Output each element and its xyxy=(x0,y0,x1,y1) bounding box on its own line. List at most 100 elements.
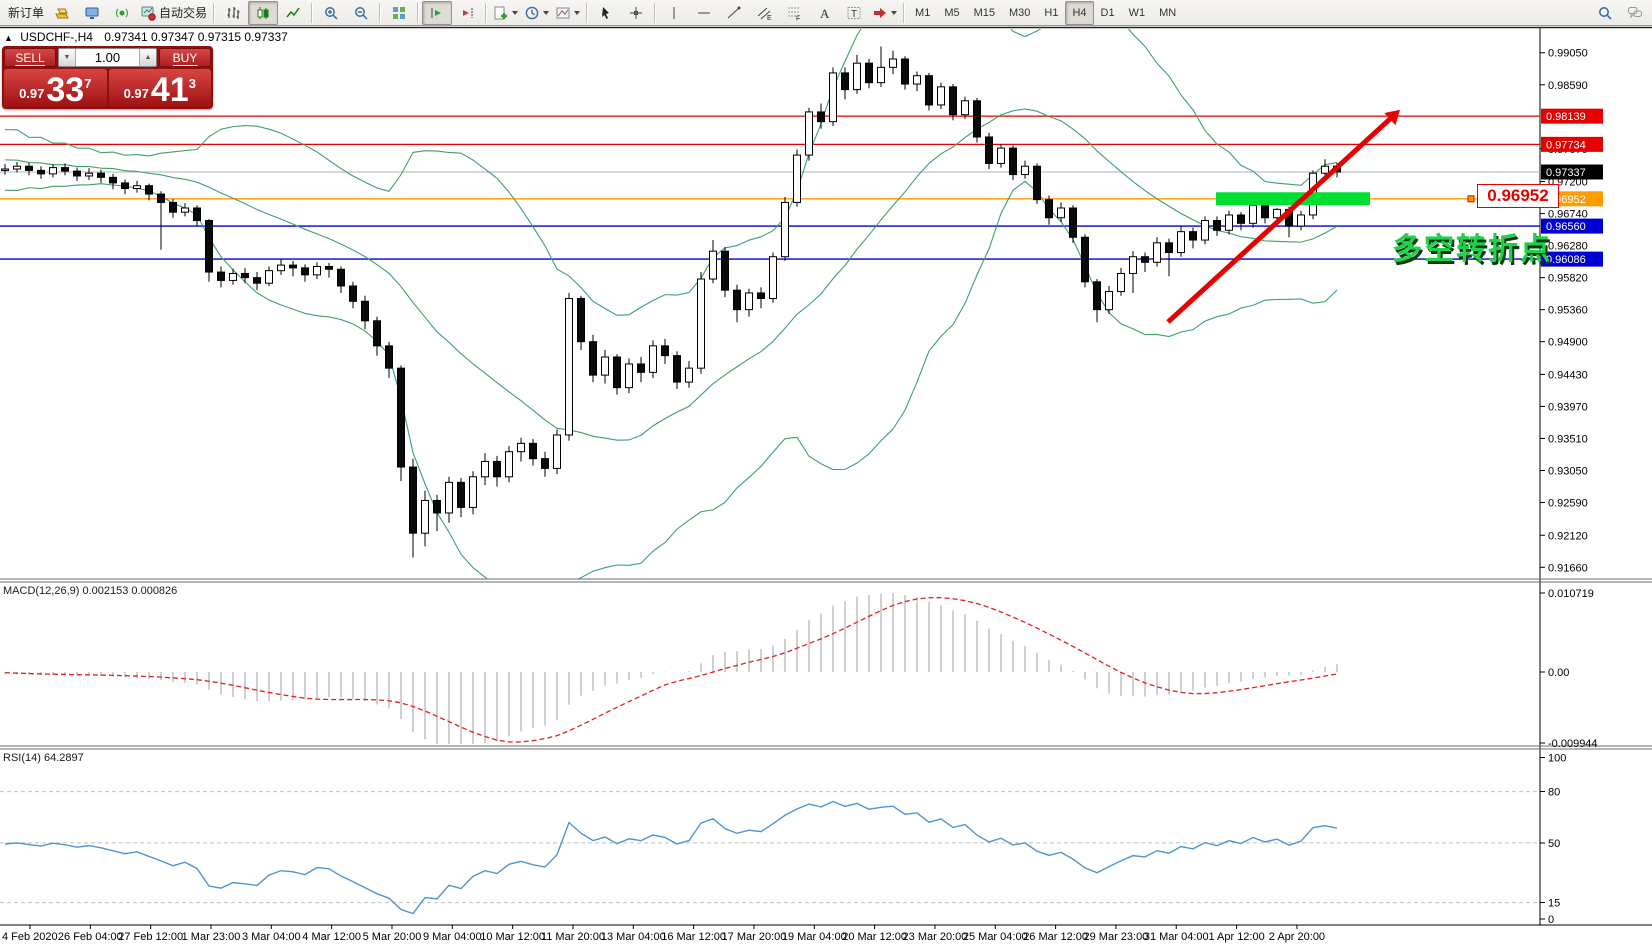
templates-button[interactable] xyxy=(552,1,583,25)
hline-button[interactable] xyxy=(689,1,719,25)
buy-price-point: 3 xyxy=(188,76,196,91)
chart-shift-button[interactable] xyxy=(452,1,482,25)
svg-text:17 Mar 20:00: 17 Mar 20:00 xyxy=(722,931,787,943)
channel-button[interactable]: E xyxy=(749,1,779,25)
horizontal-level-lines xyxy=(0,115,1540,260)
text-button[interactable]: A xyxy=(809,1,839,25)
tab-timeframe-H1[interactable]: H1 xyxy=(1044,6,1059,19)
indicators-button[interactable] xyxy=(490,1,521,25)
tab-timeframe-W1[interactable]: W1 xyxy=(1128,6,1146,19)
search-button[interactable] xyxy=(1590,1,1620,25)
chevron-down-icon xyxy=(574,10,581,15)
arrows-button[interactable] xyxy=(869,1,900,25)
svg-text:80: 80 xyxy=(1548,787,1560,799)
buy-price-pips: 41 xyxy=(150,71,189,109)
tile-windows-button[interactable] xyxy=(384,1,414,25)
price-tag-label[interactable]: 0.96952 xyxy=(1477,184,1559,208)
fibonacci-button[interactable]: F xyxy=(779,1,809,25)
zoom-in-button[interactable] xyxy=(316,1,346,25)
bollinger-bands xyxy=(4,29,1338,579)
svg-text:20 Mar 12:00: 20 Mar 12:00 xyxy=(842,931,907,943)
support-zone-rect[interactable] xyxy=(1216,192,1370,206)
new-order-label: 新订单 xyxy=(8,6,45,20)
bb-upper-band xyxy=(4,29,1338,316)
vline-button[interactable] xyxy=(659,1,689,25)
autotrading-icon xyxy=(141,6,156,21)
autotrading-button[interactable]: 自动交易 xyxy=(137,1,210,25)
chat-button[interactable] xyxy=(1620,1,1650,25)
svg-text:26 Mar 12:00: 26 Mar 12:00 xyxy=(1023,931,1088,943)
collapse-panel-arrow-icon[interactable]: ▲ xyxy=(4,33,13,43)
periods-icon xyxy=(525,6,539,19)
auto-scroll-icon xyxy=(431,7,442,18)
volume-input[interactable]: 1.00 xyxy=(76,49,139,66)
terminal-icon xyxy=(85,7,99,19)
tab-timeframe-H4[interactable]: H4 xyxy=(1065,0,1094,25)
volume-increase-button[interactable]: ▲ xyxy=(139,49,156,66)
svg-text:1 Apr 12:00: 1 Apr 12:00 xyxy=(1208,931,1264,943)
svg-text:0.92120: 0.92120 xyxy=(1548,530,1588,542)
chinese-annotation-text: 多空转折点 xyxy=(1392,233,1552,266)
svg-text:0.93510: 0.93510 xyxy=(1548,433,1588,445)
sell-button[interactable]: SELL xyxy=(4,48,56,67)
gold-icon xyxy=(55,8,69,18)
text-label-button[interactable]: T xyxy=(839,1,869,25)
sell-price-display[interactable]: 0.97 33 7 xyxy=(4,69,107,107)
buy-price-display[interactable]: 0.97 41 3 xyxy=(108,69,211,109)
toolbar-separator xyxy=(485,2,488,23)
svg-text:0.94430: 0.94430 xyxy=(1548,369,1588,381)
svg-text:0.00: 0.00 xyxy=(1548,667,1569,679)
tab-timeframe-MN[interactable]: MN xyxy=(1159,6,1177,19)
cursor-button[interactable] xyxy=(591,1,621,25)
trendline-button[interactable] xyxy=(719,1,749,25)
svg-text:16 Mar 12:00: 16 Mar 12:00 xyxy=(661,931,726,943)
trendline-icon xyxy=(727,6,741,18)
svg-text:0.91660: 0.91660 xyxy=(1548,562,1588,574)
svg-text:0.97337: 0.97337 xyxy=(1546,167,1586,179)
price-tag-anchor xyxy=(1467,195,1475,203)
trend-arrow-line[interactable] xyxy=(1166,114,1395,324)
buy-button[interactable]: BUY xyxy=(159,48,211,67)
svg-text:9 Mar 04:00: 9 Mar 04:00 xyxy=(423,931,482,943)
toolbar-separator xyxy=(586,2,589,23)
svg-text:0.96280: 0.96280 xyxy=(1548,241,1588,253)
candlestick-button[interactable] xyxy=(248,0,279,25)
svg-text:4 Feb 2020: 4 Feb 2020 xyxy=(2,931,58,943)
svg-text:4 Mar 12:00: 4 Mar 12:00 xyxy=(302,931,361,943)
svg-text:25 Mar 04:00: 25 Mar 04:00 xyxy=(963,931,1028,943)
volume-decrease-button[interactable]: ▼ xyxy=(59,49,76,66)
svg-text:13 Mar 04:00: 13 Mar 04:00 xyxy=(601,931,666,943)
tab-timeframe-M1[interactable]: M1 xyxy=(915,6,931,19)
terminal-button[interactable] xyxy=(77,1,107,25)
indicators-icon xyxy=(494,6,508,19)
tab-timeframe-M15[interactable]: M15 xyxy=(973,6,995,19)
text-icon: A xyxy=(820,6,830,21)
svg-text:19 Mar 04:00: 19 Mar 04:00 xyxy=(782,931,847,943)
line-chart-button[interactable] xyxy=(278,1,308,25)
svg-text:100: 100 xyxy=(1548,753,1566,765)
chat-icon xyxy=(1628,6,1642,18)
rsi-indicator-label: RSI(14) 64.2897 xyxy=(3,752,84,764)
signal-button[interactable] xyxy=(107,1,137,25)
svg-text:0.010719: 0.010719 xyxy=(1548,588,1594,600)
volume-stepper: ▼ 1.00 ▲ xyxy=(58,48,157,67)
tab-timeframe-M30[interactable]: M30 xyxy=(1009,6,1031,19)
tab-timeframe-M5[interactable]: M5 xyxy=(944,6,960,19)
tab-timeframe-D1[interactable]: D1 xyxy=(1100,6,1115,19)
bar-chart-button[interactable] xyxy=(218,1,248,25)
gold-button[interactable] xyxy=(47,1,77,25)
toolbar-separator xyxy=(311,2,314,23)
periods-button[interactable] xyxy=(521,1,552,25)
zoom-out-button[interactable] xyxy=(346,1,376,25)
svg-text:11 Mar 20:00: 11 Mar 20:00 xyxy=(541,931,605,943)
auto-scroll-button[interactable] xyxy=(422,0,453,25)
new-order-button[interactable]: 新订单 xyxy=(2,1,47,25)
crosshair-button[interactable] xyxy=(621,1,651,25)
svg-text:0.96086: 0.96086 xyxy=(1546,254,1586,266)
text-label-icon: T xyxy=(847,6,861,20)
svg-text:15: 15 xyxy=(1548,898,1560,910)
svg-text:0.95360: 0.95360 xyxy=(1548,305,1588,317)
autotrading-label: 自动交易 xyxy=(159,6,208,20)
svg-text:0.93970: 0.93970 xyxy=(1548,401,1588,413)
